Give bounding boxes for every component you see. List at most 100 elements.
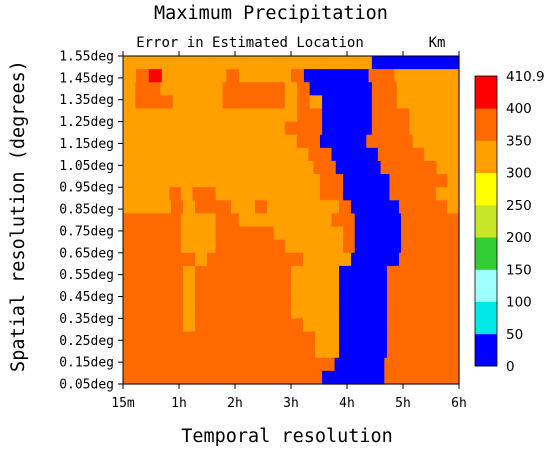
heatmap-cell (255, 200, 268, 215)
heatmap-cell (219, 292, 232, 306)
heatmap-cell (447, 318, 460, 333)
heatmap-cell (146, 134, 159, 149)
heatmap-cell (146, 187, 159, 201)
heatmap-cell (169, 239, 182, 254)
heatmap-cell (172, 357, 186, 372)
heatmap-cell (309, 95, 323, 110)
heatmap-cell (291, 279, 304, 293)
heatmap-cell (424, 239, 437, 254)
heatmap-cell (238, 134, 252, 149)
heatmap-cell (407, 69, 421, 83)
heatmap-cell (272, 357, 286, 372)
heatmap-cell (169, 134, 182, 149)
heatmap-cell (185, 108, 199, 123)
heatmap-cell (435, 252, 448, 267)
heatmap-cell (339, 252, 352, 267)
heatmap-cell (354, 134, 367, 149)
heatmap-cell (222, 370, 236, 385)
heatmap-cell (272, 56, 286, 70)
colorbar-label: 250 (506, 198, 532, 214)
heatmap-cell (375, 252, 388, 267)
heatmap-cell (207, 279, 220, 293)
heatmap-cell (447, 292, 460, 306)
heatmap-cells (123, 56, 460, 385)
heatmap-cell (309, 108, 323, 123)
heatmap-cell (135, 108, 149, 123)
heatmap-cell (160, 82, 174, 96)
heatmap-cell (387, 292, 400, 306)
heatmap-cell (331, 187, 344, 201)
heatmap-cell (327, 305, 340, 319)
heatmap-cell (313, 160, 326, 175)
heatmap-cell (279, 279, 292, 293)
heatmap-cell (380, 160, 393, 175)
heatmap-cell (363, 344, 376, 359)
heatmap-cell (250, 174, 263, 188)
heatmap-cell (291, 252, 304, 267)
heatmap-cell (403, 160, 415, 175)
heatmap-cell (399, 331, 412, 346)
heatmap-cell (147, 279, 160, 293)
heatmap-cell (384, 108, 398, 123)
heatmap-cell (247, 82, 261, 96)
colorbar-swatch (475, 76, 497, 109)
heatmap-cell (324, 160, 337, 175)
heatmap-cell (192, 134, 205, 149)
heatmap-cell (146, 147, 159, 162)
heatmap-cell (363, 292, 376, 306)
heatmap-cell (255, 252, 268, 267)
heatmap-cell (371, 357, 385, 372)
heatmap-cell (161, 69, 176, 83)
heatmap-cell (334, 121, 348, 136)
heatmap-cell (411, 279, 424, 293)
heatmap-cell (222, 357, 236, 372)
heatmap-cell (334, 56, 348, 70)
heatmap-cell (303, 344, 316, 359)
heatmap-cell (262, 134, 275, 149)
heatmap-cell (435, 318, 448, 333)
heatmap-cell (259, 95, 273, 110)
heatmap-cell (371, 108, 385, 123)
heatmap-cell (411, 344, 424, 359)
heatmap-cell (134, 213, 147, 228)
heatmap-cell (434, 95, 448, 110)
heatmap-cell (146, 239, 159, 254)
heatmap-cell (159, 265, 172, 280)
y-axis-title: Spatial resolution (degrees) (8, 60, 29, 372)
heatmap-cell (447, 305, 460, 319)
heatmap-cell (309, 357, 323, 372)
heatmap-cell (279, 305, 292, 319)
heatmap-cell (399, 265, 412, 280)
heatmap-cell (399, 344, 412, 359)
heatmap-cell (123, 344, 136, 359)
heatmap-cell (252, 69, 266, 83)
heatmap-cell (322, 357, 336, 372)
heatmap-cell (235, 108, 249, 123)
heatmap-cell (359, 108, 373, 123)
colorbar-swatch (475, 301, 497, 335)
heatmap-cell (447, 344, 460, 359)
heatmap-cell (315, 318, 328, 333)
heatmap-cell (215, 213, 228, 228)
heatmap-cell (262, 187, 275, 201)
heatmap-cell (210, 370, 224, 385)
heatmap-cell (227, 187, 240, 201)
heatmap-cell (135, 265, 148, 280)
units-label: Km (429, 35, 446, 51)
heatmap-cell (134, 134, 147, 149)
heatmap-cell (210, 357, 224, 372)
heatmap-cell (371, 95, 385, 110)
heatmap-cell (297, 95, 311, 110)
heatmap-cell (231, 318, 244, 333)
heatmap-cell (123, 108, 137, 123)
heatmap-cell (207, 200, 220, 215)
heatmap-cell (391, 160, 404, 175)
heatmap-cell (421, 82, 435, 96)
heatmap-cell (147, 200, 160, 215)
y-tick-label: 1.25deg (59, 115, 114, 130)
heatmap-cell (171, 344, 184, 359)
heatmap-cell (171, 265, 184, 280)
heatmap-cell (327, 331, 340, 346)
heatmap-cell (135, 252, 148, 267)
heatmap-cell (424, 147, 437, 162)
